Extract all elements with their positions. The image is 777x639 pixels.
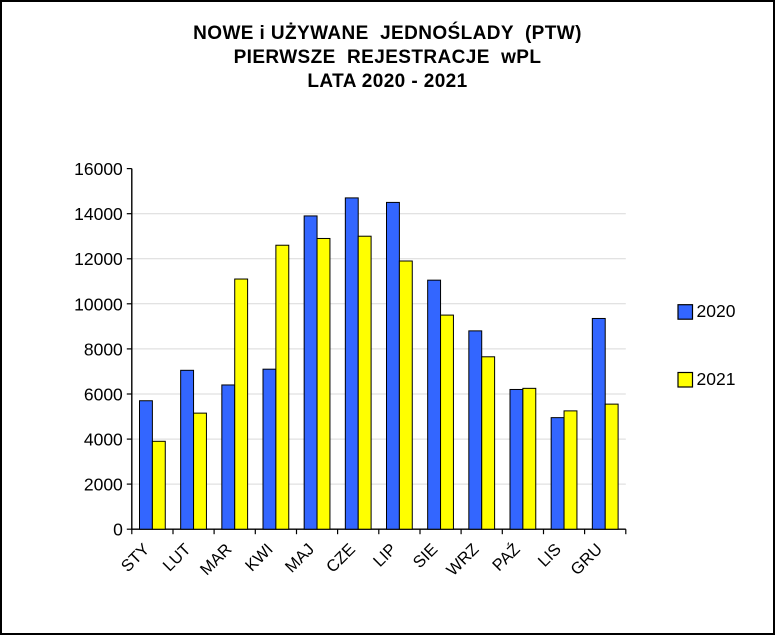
svg-text:12000: 12000	[74, 249, 123, 269]
svg-text:LUT: LUT	[160, 540, 195, 575]
svg-text:PAŹ: PAŹ	[488, 540, 523, 575]
svg-text:2000: 2000	[84, 475, 123, 495]
svg-text:LIS: LIS	[535, 540, 565, 570]
svg-text:16000: 16000	[74, 159, 123, 179]
svg-text:GRU: GRU	[567, 540, 606, 579]
svg-text:0: 0	[113, 520, 123, 540]
svg-text:8000: 8000	[84, 339, 123, 359]
svg-text:CZE: CZE	[323, 540, 359, 576]
svg-text:KWI: KWI	[242, 540, 277, 575]
svg-text:14000: 14000	[74, 204, 123, 224]
svg-text:2020: 2020	[697, 301, 736, 321]
svg-text:10000: 10000	[74, 294, 123, 314]
svg-text:6000: 6000	[84, 385, 123, 405]
svg-text:SIE: SIE	[410, 540, 442, 572]
svg-text:STY: STY	[118, 540, 153, 575]
svg-text:WRZ: WRZ	[443, 540, 482, 579]
svg-text:MAR: MAR	[197, 540, 236, 579]
svg-text:2021: 2021	[697, 369, 736, 389]
svg-text:LIP: LIP	[370, 540, 400, 570]
svg-text:4000: 4000	[84, 430, 123, 450]
svg-text:MAJ: MAJ	[282, 540, 318, 576]
